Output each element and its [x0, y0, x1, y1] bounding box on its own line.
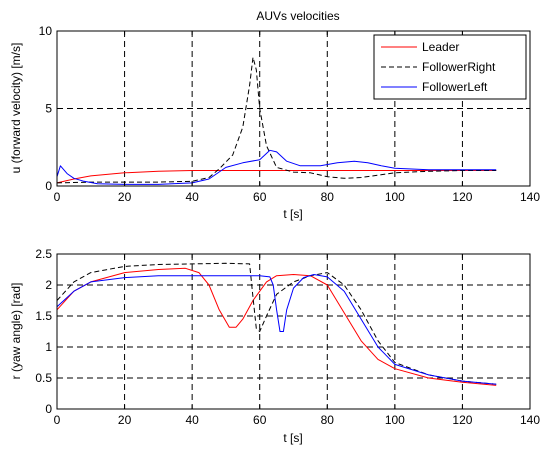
x-tick-label: 40	[185, 413, 199, 427]
x-tick-label: 120	[452, 413, 472, 427]
y-axis-label: u (forward velocity) [m/s]	[9, 43, 23, 174]
y-tick-label: 2.5	[35, 247, 52, 261]
axis-ticks: 0 20 40 60 80 100 120 140 0 5 10	[39, 24, 541, 204]
legend-label-follower-left: FollowerLeft	[422, 80, 488, 94]
y-tick-label: 0	[45, 179, 52, 193]
x-tick-label: 60	[253, 190, 267, 204]
y-tick-label: 0	[45, 402, 52, 416]
x-tick-label: 0	[54, 413, 61, 427]
legend-label-follower-right: FollowerRight	[422, 60, 496, 74]
y-tick-label: 1	[45, 340, 52, 354]
y-tick-label: 0.5	[35, 371, 52, 385]
x-tick-label: 60	[253, 413, 267, 427]
x-tick-label: 100	[385, 190, 405, 204]
legend: Leader FollowerRight FollowerLeft	[373, 34, 527, 100]
grid-lines	[57, 254, 530, 409]
chart-title: AUVs velocities	[256, 9, 339, 23]
velocity-chart: AUVs velocities 0 20 40 60 80 100 120 140 0 5 10 t…	[9, 9, 540, 221]
legend-label-leader: Leader	[422, 40, 459, 54]
axis-ticks: 0 20 40 60 80 100 120 140 0 0.5 1 1.5 2 2.5	[35, 247, 540, 427]
x-tick-label: 120	[452, 190, 472, 204]
y-tick-label: 1.5	[35, 309, 52, 323]
series-line-followerleft	[56, 274, 497, 385]
y-tick-label: 2	[45, 278, 52, 292]
x-tick-label: 80	[321, 413, 335, 427]
y-tick-label: 5	[45, 102, 52, 116]
series-line-followerright	[56, 262, 497, 385]
x-tick-label: 140	[520, 413, 540, 427]
x-axis-label: t [s]	[283, 431, 302, 445]
yaw-chart: 0 20 40 60 80 100 120 140 0 0.5 1 1.5 2 2.5 t [s] r (…	[9, 247, 540, 445]
x-tick-label: 80	[321, 190, 335, 204]
x-tick-label: 20	[118, 190, 132, 204]
y-axis-label: r (yaw angle) [rad]	[9, 283, 23, 380]
x-tick-label: 0	[54, 190, 61, 204]
x-tick-label: 100	[385, 413, 405, 427]
series-line-followerright	[56, 56, 497, 184]
plot-frame	[56, 253, 531, 410]
series-line-leader	[56, 170, 497, 184]
x-tick-label: 40	[185, 190, 199, 204]
series-line-followerleft	[56, 149, 497, 185]
x-axis-label: t [s]	[283, 207, 302, 221]
x-tick-label: 20	[118, 413, 132, 427]
x-tick-label: 140	[520, 190, 540, 204]
series-lines	[56, 56, 497, 185]
series-lines	[56, 262, 497, 386]
y-tick-label: 10	[39, 24, 53, 38]
